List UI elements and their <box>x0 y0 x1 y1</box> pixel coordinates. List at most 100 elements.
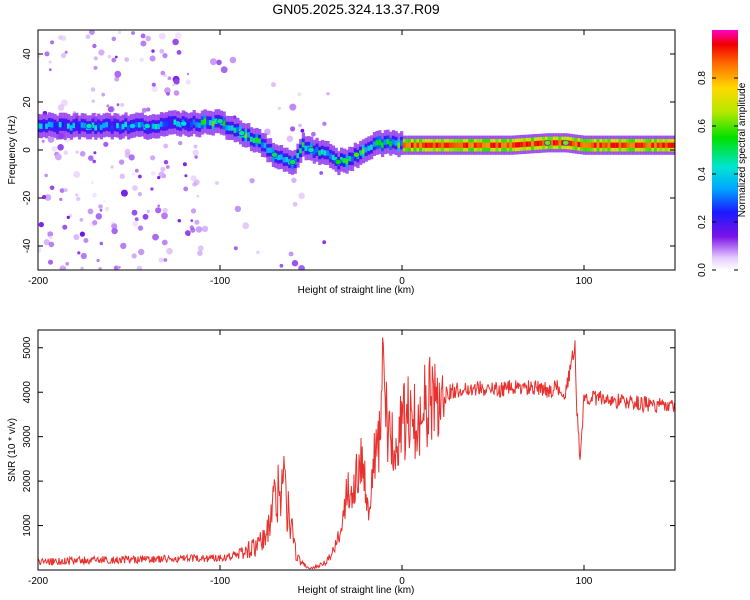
heatmap-cell <box>651 142 655 148</box>
heatmap-cell <box>132 185 138 191</box>
spectrogram-heatmap <box>38 30 675 270</box>
heatmap-cell <box>92 192 97 198</box>
heatmap-cell <box>509 142 513 148</box>
heatmap-cell <box>280 154 284 160</box>
heatmap-cell <box>38 221 44 228</box>
heatmap-cell <box>539 140 543 146</box>
heatmap-cell <box>196 194 200 198</box>
heatmap-cell <box>50 122 54 128</box>
heatmap-cell <box>588 142 592 148</box>
heatmap-cell <box>580 142 584 148</box>
heatmap-cell <box>623 142 628 148</box>
heatmap-cell <box>662 142 666 148</box>
heatmap-cell <box>558 140 562 146</box>
heatmap-cell <box>44 173 48 178</box>
heatmap-cell <box>197 245 204 252</box>
heatmap-cell <box>476 142 480 148</box>
heatmap-cell <box>141 107 147 113</box>
heatmap-cell <box>44 51 50 57</box>
heatmap-cell <box>118 125 123 131</box>
heatmap-cell <box>170 119 174 126</box>
heatmap-cell <box>176 121 180 127</box>
snr-frame <box>37 329 676 571</box>
heatmap-cell <box>348 156 352 162</box>
heatmap-cell <box>252 137 256 144</box>
heatmap-cell <box>446 142 450 148</box>
heatmap-cell <box>159 48 165 54</box>
heatmap-blob <box>334 159 342 165</box>
heatmap-cell <box>157 123 161 130</box>
heatmap-cell <box>162 53 168 59</box>
heatmap-cell <box>322 240 327 245</box>
colorbar-tick-label: 0.6 <box>697 119 708 133</box>
heatmap-cell <box>124 121 128 128</box>
heatmap-cell <box>215 181 219 185</box>
heatmap-cell <box>47 121 52 127</box>
heatmap-cell <box>120 102 125 107</box>
heatmap-cell <box>637 142 641 148</box>
heatmap-cell <box>166 247 173 255</box>
heatmap-cell <box>173 78 180 85</box>
heatmap-cell <box>49 185 55 191</box>
heatmap-cell <box>173 90 180 96</box>
heatmap-cell <box>258 138 262 144</box>
heatmap-cell <box>190 175 197 182</box>
heatmap-cell <box>93 151 97 155</box>
heatmap-cell <box>161 239 168 246</box>
heatmap-cell <box>182 162 187 167</box>
heatmap-cell <box>134 168 139 173</box>
heatmap-cell <box>98 267 102 270</box>
heatmap-cell <box>569 140 573 147</box>
heatmap-cell <box>533 141 538 147</box>
heatmap-cell <box>66 215 70 219</box>
heatmap-cell <box>137 225 144 231</box>
heatmap-cell <box>76 196 81 202</box>
heatmap-cell <box>80 252 87 260</box>
x-tick-label: -200 <box>28 576 48 587</box>
heatmap-cell <box>107 106 114 113</box>
colorbar-tick-label: 0.4 <box>697 167 708 181</box>
heatmap-cell <box>419 142 423 148</box>
heatmap-cell <box>89 30 95 35</box>
heatmap-cell <box>195 122 199 128</box>
heatmap-cell <box>79 231 85 237</box>
heatmap-cell <box>572 141 576 147</box>
heatmap-cell <box>131 31 135 35</box>
heatmap-cell <box>381 142 385 148</box>
heatmap-cell <box>298 123 302 128</box>
heatmap-cell <box>139 57 144 62</box>
y-tick-label: -40 <box>22 238 33 253</box>
heatmap-cell <box>57 104 65 111</box>
heatmap-cell <box>298 265 305 270</box>
heatmap-cell <box>230 125 234 131</box>
heatmap-cell <box>114 70 122 78</box>
heatmap-cell <box>312 149 316 155</box>
colorbar-gradient <box>712 30 738 270</box>
y-tick-label: 3000 <box>22 425 33 448</box>
heatmap-cell <box>256 250 260 255</box>
heatmap-blob <box>271 151 279 158</box>
heatmap-cell <box>370 144 374 150</box>
heatmap-blob <box>216 118 224 125</box>
heatmap-cell <box>83 238 89 243</box>
heatmap-blob <box>85 123 93 129</box>
heatmap-cell <box>329 153 333 159</box>
heatmap-cell <box>48 259 53 265</box>
heatmap-cell <box>301 142 305 148</box>
heatmap-cell <box>389 141 393 147</box>
heatmap-cell <box>593 142 598 148</box>
heatmap-cell <box>140 33 146 39</box>
heatmap-cell <box>64 122 68 128</box>
heatmap-cell <box>116 123 120 129</box>
heatmap-cell <box>58 122 62 128</box>
heatmap-cell <box>498 142 502 148</box>
spectrogram-x-axis: -200 -100 0 100 <box>28 30 593 287</box>
heatmap-cell <box>378 139 382 145</box>
heatmap-cell <box>216 59 222 66</box>
heatmap-cell <box>77 251 81 255</box>
heatmap-cell <box>194 155 198 159</box>
heatmap-cell <box>138 174 142 179</box>
heatmap-cell <box>277 154 281 161</box>
heatmap-cell <box>96 258 100 263</box>
heatmap-cell <box>132 221 139 227</box>
